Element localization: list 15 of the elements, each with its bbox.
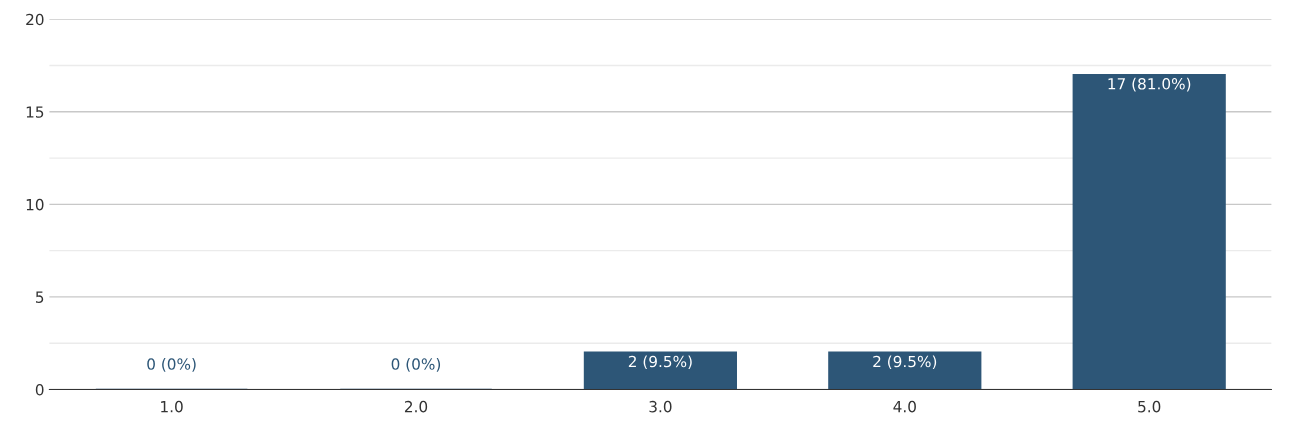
- data-label: 17 (81.0%): [1108, 77, 1191, 92]
- x-tick-label: 3.0: [649, 400, 672, 413]
- data-label: 2 (9.5%): [628, 355, 692, 370]
- data-label: 0 (0%): [147, 358, 196, 372]
- x-tick-label: 1.0: [161, 400, 183, 413]
- y-tick-label: 0: [35, 383, 44, 396]
- x-tick-label: 4.0: [893, 400, 916, 413]
- y-tick-label: 10: [26, 198, 44, 211]
- x-tick-label: 2.0: [404, 400, 428, 413]
- y-tick-label: 5: [36, 291, 44, 303]
- data-label: 2 (9.5%): [873, 355, 937, 370]
- x-tick-label: 5.0: [1138, 400, 1161, 413]
- y-tick-label: 15: [26, 106, 44, 118]
- data-label: 0 (0%): [391, 358, 441, 372]
- y-tick-label: 20: [26, 13, 44, 26]
